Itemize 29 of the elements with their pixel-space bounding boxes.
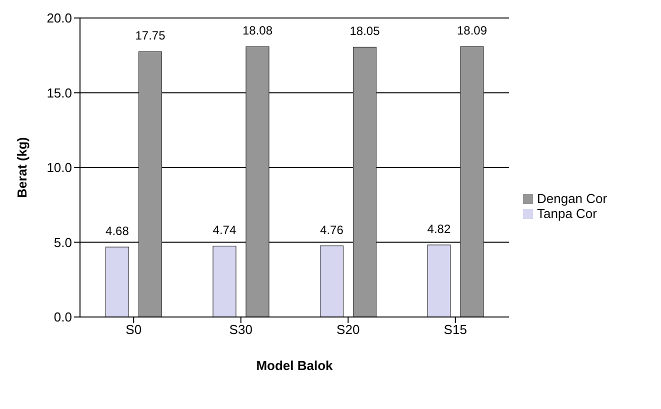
bar bbox=[212, 246, 236, 317]
bar bbox=[320, 246, 344, 317]
bar bbox=[246, 46, 270, 317]
data-label: 18.09 bbox=[456, 24, 488, 38]
y-tick-label: 0.0 bbox=[54, 310, 72, 325]
y-tick-label: 15.0 bbox=[46, 85, 72, 100]
bar bbox=[427, 244, 451, 317]
data-label: 18.08 bbox=[242, 24, 273, 38]
y-tick-label: 10.0 bbox=[46, 160, 72, 176]
y-tick-label: 5.0 bbox=[54, 234, 72, 250]
data-label: 4.82 bbox=[427, 222, 451, 236]
x-tick-label: S30 bbox=[229, 322, 252, 338]
bar bbox=[460, 46, 484, 317]
y-axis-title: Berat (kg) bbox=[14, 137, 30, 198]
data-label: 4.76 bbox=[320, 222, 344, 237]
data-label: 18.05 bbox=[350, 24, 380, 38]
y-tick-label: 20.0 bbox=[46, 10, 72, 26]
bar bbox=[105, 246, 130, 317]
x-axis-title: Model Balok bbox=[256, 358, 334, 373]
x-tick-label: S15 bbox=[444, 322, 467, 338]
bar bbox=[138, 51, 162, 317]
bar bbox=[352, 46, 377, 317]
data-label: 17.75 bbox=[135, 28, 166, 43]
legend-label: Tanpa Cor bbox=[537, 206, 597, 220]
data-label: 4.68 bbox=[106, 224, 130, 238]
data-label: 4.74 bbox=[212, 223, 236, 238]
x-tick-label: S0 bbox=[126, 322, 142, 338]
legend-label: Dengan Cor bbox=[537, 190, 608, 206]
x-tick-label: S20 bbox=[336, 322, 360, 338]
